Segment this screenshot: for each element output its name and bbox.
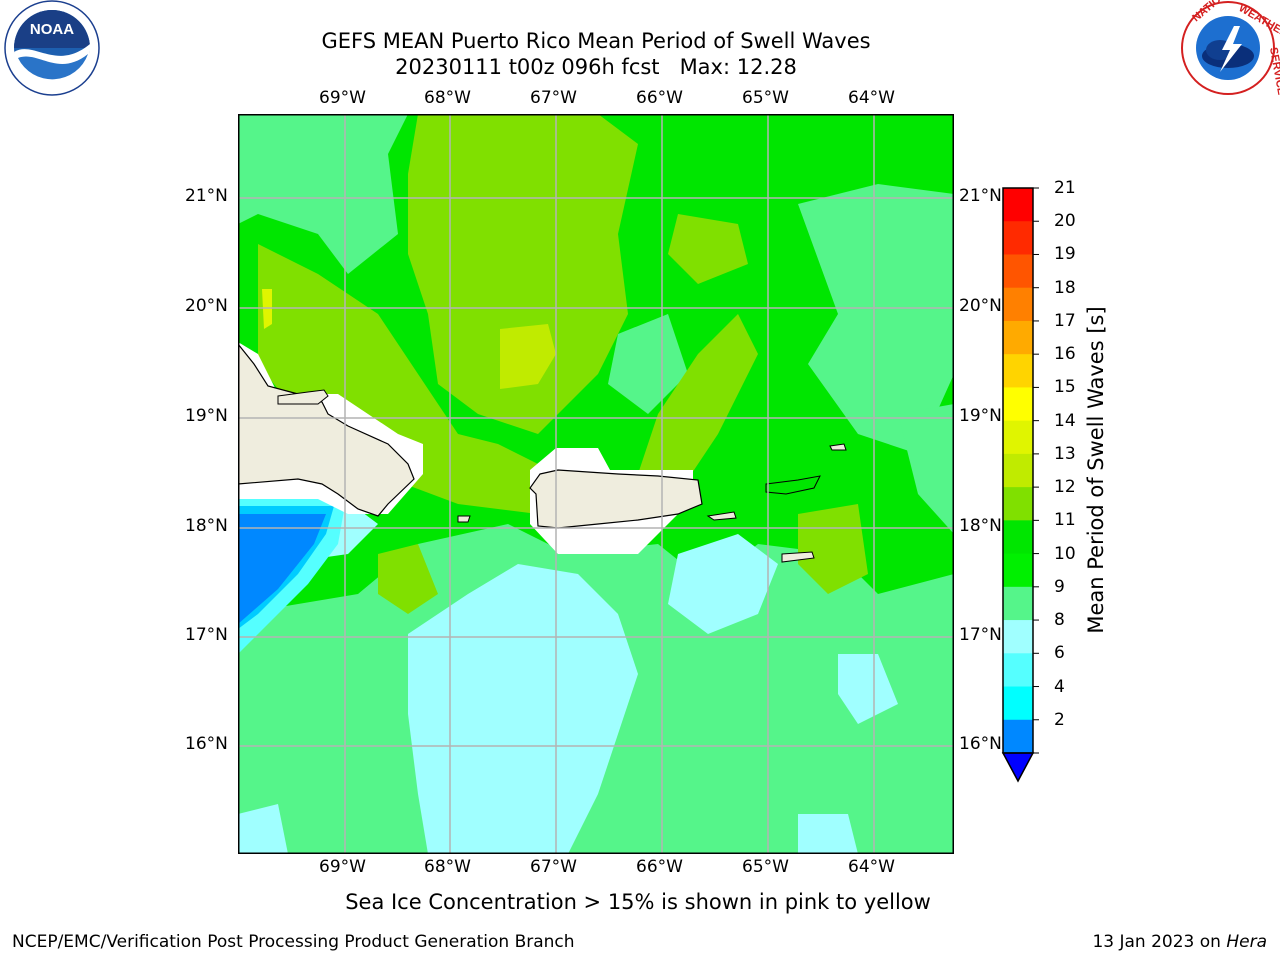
lon-label-bottom-69w: 69°W [319,857,366,877]
colorbar-swatch [1003,221,1033,255]
noaa-logo: NOAA [0,0,104,100]
lon-label-top-64w: 64°W [848,88,895,108]
lon-label-top-69w: 69°W [319,88,366,108]
colorbar-tick-label: 12 [1054,477,1076,498]
colorbar-tick-label: 18 [1054,277,1076,298]
lat-label-left-21n: 21°N [185,186,228,206]
colorbar-swatches [1001,187,1039,783]
lon-label-bottom-67w: 67°W [530,857,577,877]
nws-logo: NATIONAL WEATHER SERVICE [1176,0,1280,100]
colorbar-swatch [1003,719,1033,754]
colorbar-tick-label: 4 [1054,676,1065,697]
lat-label-left-16n: 16°N [185,734,228,754]
lon-label-bottom-65w: 65°W [742,857,789,877]
lat-label-left-17n: 17°N [185,625,228,645]
colorbar-tick-label: 2 [1054,709,1065,730]
colorbar-tick-label: 21 [1054,178,1076,198]
colorbar-swatch [1003,553,1033,588]
colorbar-swatch [1003,354,1033,388]
colorbar-swatch [1003,420,1033,455]
colorbar-extend-arrow [1001,752,1035,783]
colorbar-swatch [1003,453,1033,488]
lat-label-right-19n: 19°N [959,406,1002,426]
lon-label-top-65w: 65°W [742,88,789,108]
colorbar-tick-label: 15 [1054,377,1076,398]
colorbar-swatch [1003,188,1033,222]
lat-label-right-18n: 18°N [959,516,1002,536]
svg-text:NOAA: NOAA [30,21,74,38]
colorbar-swatch [1003,586,1033,621]
colorbar-ticks: 21 20 19 18 17 16 15 14 13 12 11 10 9 8 6 4 2 [1054,178,1094,780]
colorbar-tick-label: 16 [1054,344,1076,365]
footer-branch: NCEP/EMC/Verification Post Processing Pr… [12,932,575,952]
colorbar-swatch [1003,620,1033,654]
lat-label-left-18n: 18°N [185,516,228,536]
lat-label-left-20n: 20°N [185,296,228,316]
footer-date-text: 13 Jan 2023 on [1092,932,1227,952]
colorbar-swatch [1003,487,1033,521]
colorbar-tick-label: 8 [1054,610,1065,631]
colorbar-tick-label: 10 [1054,543,1076,564]
lat-label-right-21n: 21°N [959,186,1002,206]
swell-period-field [237,114,954,854]
colorbar-swatch [1003,520,1033,555]
colorbar-tick-label: 19 [1054,244,1076,265]
colorbar-swatch [1003,254,1033,289]
colorbar-tick-label: 11 [1054,510,1076,531]
lon-label-top-67w: 67°W [530,88,577,108]
colorbar-swatch [1003,653,1033,688]
colorbar-frame [1002,187,1034,754]
lon-label-bottom-68w: 68°W [424,857,471,877]
lon-label-top-68w: 68°W [424,88,471,108]
footer-machine: Hera [1226,932,1267,952]
colorbar-swatch [1003,320,1033,355]
colorbar-tick-label: 6 [1054,643,1065,664]
map-panel [237,114,954,854]
colorbar-tick-label: 20 [1054,211,1076,232]
colorbar [1000,186,1040,786]
lat-label-right-17n: 17°N [959,625,1002,645]
graticule [238,114,954,854]
colorbar-label: Mean Period of Swell Waves [s] [1084,306,1108,634]
lon-label-bottom-64w: 64°W [848,857,895,877]
lon-label-top-66w: 66°W [636,88,683,108]
map-subtitle: 20230111 t00z 096h fcst Max: 12.28 [395,55,797,79]
colorbar-tick-label: 9 [1054,576,1065,597]
colorbar-tick-label: 17 [1054,310,1076,331]
colorbar-tick-label: 13 [1054,443,1076,464]
lat-label-right-20n: 20°N [959,296,1002,316]
lon-label-bottom-66w: 66°W [636,857,683,877]
sea-ice-caption: Sea Ice Concentration > 15% is shown in … [345,890,931,914]
lat-label-left-19n: 19°N [185,406,228,426]
footer-date: 13 Jan 2023 on Hera [1092,932,1267,952]
map-title: GEFS MEAN Puerto Rico Mean Period of Swe… [321,29,871,53]
svg-text:SERVICE: SERVICE [1267,46,1280,95]
colorbar-swatch [1003,686,1033,721]
colorbar-tick-label: 14 [1054,410,1076,431]
colorbar-swatch [1003,287,1033,322]
colorbar-swatch [1003,387,1033,422]
lat-label-right-16n: 16°N [959,734,1002,754]
